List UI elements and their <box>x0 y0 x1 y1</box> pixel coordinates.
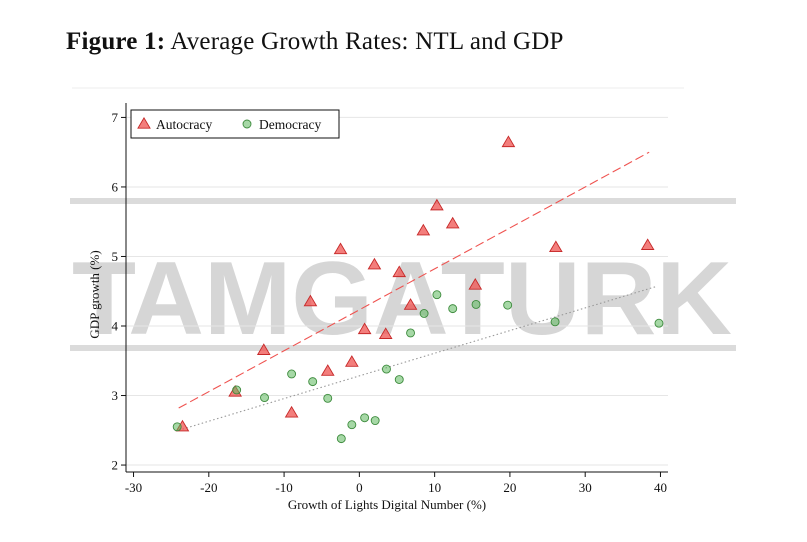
autocracy-point <box>357 322 372 335</box>
y-tick-label: 2 <box>112 458 119 473</box>
autocracy-point <box>333 242 348 255</box>
democracy-point <box>287 369 297 379</box>
figure-label: Figure 1: <box>66 28 166 55</box>
y-tick-label: 3 <box>112 388 119 403</box>
x-tick-label: 30 <box>579 480 592 495</box>
y-tick-label: 4 <box>112 319 119 334</box>
democracy-point <box>382 364 391 374</box>
y-axis-title: GDP growth (%) <box>87 250 102 338</box>
autocracy-point <box>445 216 460 229</box>
democracy-point <box>370 416 380 426</box>
watermark-bar-bottom <box>70 345 736 351</box>
democracy-point <box>432 290 442 300</box>
autocracy-point <box>303 294 318 307</box>
watermark-text: TAMGATURK <box>72 241 732 357</box>
autocracy-point <box>468 277 483 290</box>
democracy-point <box>406 328 415 338</box>
watermark-bar-top <box>70 198 736 204</box>
democracy-point <box>232 385 242 395</box>
autocracy-point <box>378 327 393 339</box>
legend: Autocracy Democracy <box>130 109 340 139</box>
watermark-layer: TAMGATURK <box>70 198 736 357</box>
autocracy-point <box>403 298 418 310</box>
legend-box <box>130 109 340 139</box>
legend-label-democracy: Democracy <box>259 117 321 132</box>
democracy-point <box>347 420 357 430</box>
x-tick-label: 0 <box>356 480 363 495</box>
autocracy-point <box>548 240 563 253</box>
democracy-point <box>471 299 481 309</box>
autocracy-point <box>501 135 516 148</box>
legend-autocracy-marker <box>137 116 151 129</box>
autocracy-point <box>284 405 299 418</box>
y-tick-label: 7 <box>112 110 119 125</box>
legend-label-autocracy: Autocracy <box>156 117 212 132</box>
democracy-point <box>323 393 333 403</box>
figure-title: Figure 1: Average Growth Rates: NTL and … <box>66 28 564 56</box>
autocracy-point <box>256 343 271 355</box>
figure-title-text: Average Growth Rates: NTL and GDP <box>170 28 564 55</box>
x-tick-label: -20 <box>200 480 217 495</box>
autocracy-point <box>416 223 431 236</box>
autocracy-point <box>367 257 382 270</box>
data-points <box>172 135 664 444</box>
democracy-point <box>260 393 269 403</box>
axes: 2 3 4 5 6 7 -30 -20 -10 0 10 20 30 40 Growth of Lights… <box>87 103 668 512</box>
democracy-point <box>503 300 513 310</box>
y-tick-label: 5 <box>112 249 119 264</box>
x-tick-label: -30 <box>125 480 142 495</box>
fit-lines <box>178 151 657 431</box>
x-axis-title: Growth of Lights Digital Number (%) <box>288 497 486 512</box>
democracy-point <box>550 317 560 327</box>
democracy-point <box>419 309 429 318</box>
fit-line-autocracy <box>178 151 650 409</box>
x-tick-label: 40 <box>654 480 667 495</box>
democracy-point <box>654 318 664 328</box>
democracy-point <box>360 413 370 423</box>
x-tick-label: -10 <box>275 480 292 495</box>
autocracy-point <box>392 265 407 278</box>
democracy-point <box>172 422 182 432</box>
fit-line-democracy <box>178 285 657 431</box>
autocracy-point <box>320 364 335 376</box>
autocracy-point <box>430 198 444 211</box>
autocracy-point <box>640 238 655 250</box>
democracy-point <box>448 304 458 314</box>
autocracy-point <box>344 355 359 367</box>
democracy-point <box>336 434 346 444</box>
x-tick-label: 20 <box>503 480 516 495</box>
democracy-point <box>394 375 404 384</box>
y-tick-label: 6 <box>112 179 119 194</box>
democracy-point <box>308 377 318 387</box>
x-tick-label: 10 <box>428 480 441 495</box>
legend-democracy-marker <box>242 119 252 129</box>
